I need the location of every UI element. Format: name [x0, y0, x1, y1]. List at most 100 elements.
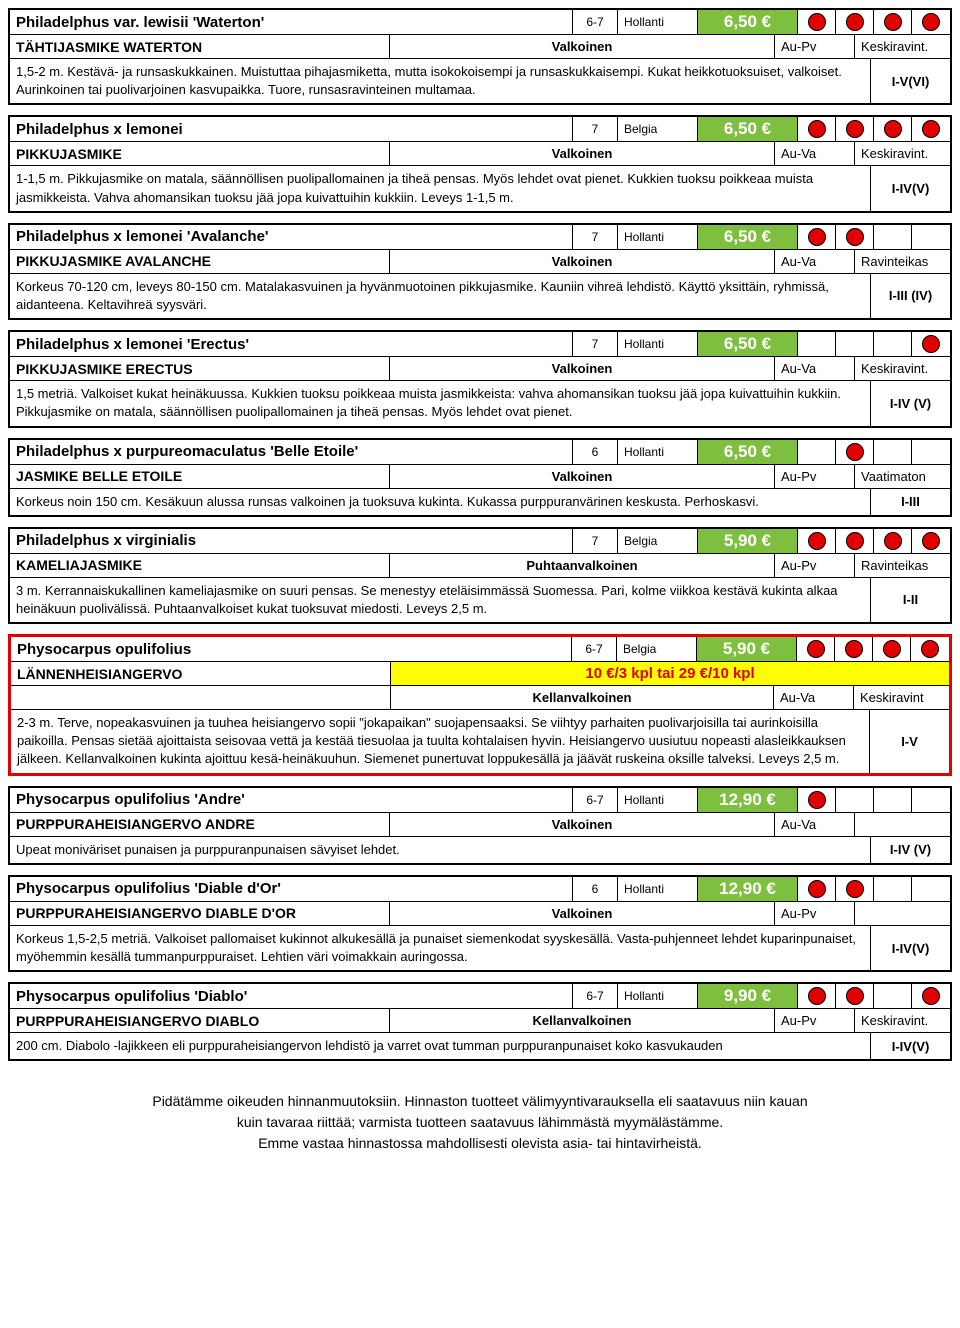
light-requirement: Au-Va: [775, 142, 855, 165]
light-requirement: Au-Pv: [775, 554, 855, 577]
hardiness-code: I-IV (V): [870, 381, 950, 425]
price: 6,50 €: [698, 10, 798, 34]
dot-icon: [846, 228, 864, 246]
common-name-row: PURPPURAHEISIANGERVO ANDREValkoinenAu-Va: [10, 813, 950, 837]
soil-requirement: Keskiravint.: [855, 35, 950, 58]
plant-card: Philadelphus x purpureomaculatus 'Belle …: [8, 438, 952, 517]
footer-line: kuin tavaraa riittää; varmista tuotteen …: [8, 1112, 952, 1133]
hardiness-code: I-IV(V): [870, 166, 950, 210]
plant-card: Philadelphus x lemonei7Belgia6,50 €PIKKU…: [8, 115, 952, 212]
hardiness-code: I-III (IV): [870, 274, 950, 318]
hardiness-code: I-V(VI): [870, 59, 950, 103]
dot-icon: [808, 13, 826, 31]
common-name-row: TÄHTIJASMIKE WATERTONValkoinenAu-PvKeski…: [10, 35, 950, 59]
price: 9,90 €: [698, 984, 798, 1008]
light-requirement: Au-Va: [775, 357, 855, 380]
availability-dot-cell: [835, 637, 873, 661]
common-name-row: PIKKUJASMIKE AVALANCHEValkoinenAu-VaRavi…: [10, 250, 950, 274]
dot-icon: [808, 120, 826, 138]
soil-requirement: Ravinteikas: [855, 554, 950, 577]
dot-icon: [808, 791, 826, 809]
availability-dot-cell: [911, 637, 949, 661]
price: 6,50 €: [698, 440, 798, 464]
availability-dot-cell: [912, 984, 950, 1008]
plant-card: Physocarpus opulifolius 'Andre'6-7Hollan…: [8, 786, 952, 865]
availability-dot-cell: [836, 117, 874, 141]
common-name: PIKKUJASMIKE: [10, 142, 390, 165]
availability-dot-cell: [873, 637, 911, 661]
plant-header-row: Philadelphus x lemonei 'Avalanche'7Holla…: [10, 225, 950, 250]
soil-requirement: Keskiravint.: [855, 1009, 950, 1032]
plant-header-row: Physocarpus opulifolius 'Diable d'Or'6Ho…: [10, 877, 950, 902]
dot-icon: [846, 532, 864, 550]
footer-line: Pidätämme oikeuden hinnanmuutoksiin. Hin…: [8, 1091, 952, 1112]
availability-dot-cell: [836, 984, 874, 1008]
latin-name: Physocarpus opulifolius 'Andre': [10, 788, 573, 812]
price: 12,90 €: [698, 788, 798, 812]
common-name-row: PURPPURAHEISIANGERVO DIABLE D'ORValkoine…: [10, 902, 950, 926]
availability-dot-cell: [836, 788, 874, 812]
hardiness-zone: 6-7: [573, 788, 618, 812]
origin-country: Hollanti: [618, 788, 698, 812]
special-offer: 10 €/3 kpl tai 29 €/10 kpl: [391, 662, 949, 685]
availability-dot-cell: [798, 529, 836, 553]
plant-description: 2-3 m. Terve, nopeakasvuinen ja tuuhea h…: [11, 710, 869, 773]
plant-header-row: Philadelphus var. lewisii 'Waterton'6-7H…: [10, 10, 950, 35]
dot-icon: [884, 532, 902, 550]
availability-dot-cell: [912, 440, 950, 464]
light-requirement: Au-Pv: [775, 465, 855, 488]
common-name-row: JASMIKE BELLE ETOILEValkoinenAu-PvVaatim…: [10, 465, 950, 489]
hardiness-zone: 7: [573, 117, 618, 141]
dot-icon: [846, 120, 864, 138]
common-name: TÄHTIJASMIKE WATERTON: [10, 35, 390, 58]
latin-name: Philadelphus x virginialis: [10, 529, 573, 553]
price: 6,50 €: [698, 332, 798, 356]
common-name: PIKKUJASMIKE ERECTUS: [10, 357, 390, 380]
dot-icon: [922, 987, 940, 1005]
flower-color: Puhtaanvalkoinen: [390, 554, 775, 577]
description-row: Upeat moniväriset punaisen ja purppuranp…: [10, 837, 950, 863]
flower-color: Valkoinen: [390, 35, 775, 58]
dot-icon: [807, 640, 825, 658]
flower-color: Valkoinen: [390, 902, 775, 925]
availability-dot-cell: [912, 10, 950, 34]
footer-line: Emme vastaa hinnastossa mahdollisesti ol…: [8, 1133, 952, 1154]
availability-dot-cell: [912, 877, 950, 901]
soil-requirement: Keskiravint: [854, 686, 949, 709]
dot-icon: [922, 120, 940, 138]
dot-icon: [883, 640, 901, 658]
description-row: 1,5-2 m. Kestävä- ja runsaskukkainen. Mu…: [10, 59, 950, 103]
hardiness-code: I-IV(V): [870, 926, 950, 970]
latin-name: Philadelphus x lemonei: [10, 117, 573, 141]
light-requirement: Au-Pv: [775, 1009, 855, 1032]
availability-dot-cell: [836, 440, 874, 464]
light-requirement: Au-Va: [774, 686, 854, 709]
description-row: 200 cm. Diabolo -lajikkeen eli purppurah…: [10, 1033, 950, 1059]
soil-requirement: [855, 813, 950, 836]
latin-name: Philadelphus x lemonei 'Erectus': [10, 332, 573, 356]
plant-header-row: Philadelphus x purpureomaculatus 'Belle …: [10, 440, 950, 465]
description-row: 1,5 metriä. Valkoiset kukat heinäkuussa.…: [10, 381, 950, 425]
plant-card: Philadelphus x lemonei 'Erectus'7Hollant…: [8, 330, 952, 427]
hardiness-zone: 7: [573, 225, 618, 249]
plant-description: 1-1,5 m. Pikkujasmike on matala, säännöl…: [10, 166, 870, 210]
common-name: LÄNNENHEISIANGERVO: [11, 662, 391, 685]
flower-color: Valkoinen: [390, 142, 775, 165]
availability-dot-cell: [912, 117, 950, 141]
flower-color: Valkoinen: [390, 250, 775, 273]
plant-description: Korkeus noin 150 cm. Kesäkuun alussa run…: [10, 489, 870, 515]
availability-dot-cell: [798, 788, 836, 812]
dot-icon: [884, 120, 902, 138]
origin-country: Hollanti: [618, 332, 698, 356]
plant-description: 200 cm. Diabolo -lajikkeen eli purppurah…: [10, 1033, 870, 1059]
hardiness-code: I-IV (V): [870, 837, 950, 863]
plant-header-row: Philadelphus x virginialis7Belgia5,90 €: [10, 529, 950, 554]
availability-dot-cell: [874, 788, 912, 812]
flower-color: Valkoinen: [390, 357, 775, 380]
availability-dot-cell: [874, 332, 912, 356]
hardiness-code: I-V: [869, 710, 949, 773]
plant-card: Physocarpus opulifolius 'Diablo'6-7Holla…: [8, 982, 952, 1061]
flower-color: Valkoinen: [390, 813, 775, 836]
light-requirement: Au-Va: [775, 250, 855, 273]
availability-dot-cell: [874, 529, 912, 553]
